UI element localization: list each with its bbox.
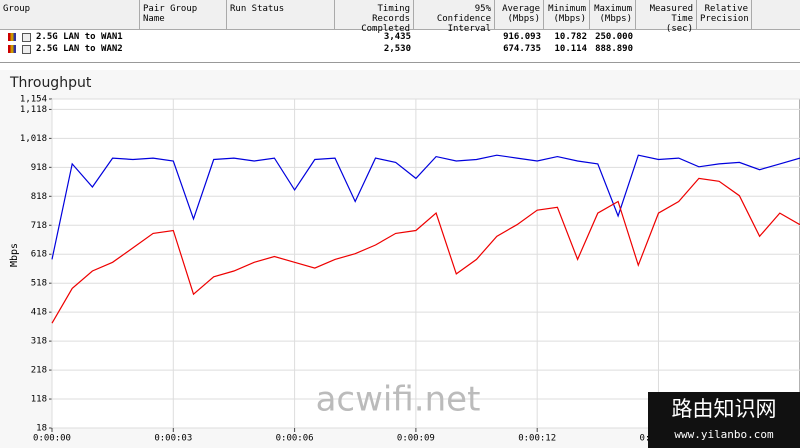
- table-cell: 250.000: [595, 32, 633, 42]
- column-header[interactable]: Group: [0, 0, 140, 30]
- table-cell: 2,530: [383, 44, 411, 54]
- results-table: Group Pair Group Name Run Status Timing Reco…: [0, 0, 800, 63]
- column-header[interactable]: Measured Time (sec): [636, 0, 697, 34]
- y-axis-label: Mbps: [9, 243, 20, 267]
- y-tick-label: 618: [31, 250, 47, 260]
- series-line: [51, 154, 800, 260]
- header-text: 95% Confidence: [436, 4, 491, 24]
- header-text: Relative: [704, 4, 748, 14]
- y-tick-label: 818: [31, 192, 47, 202]
- pair-icon: [8, 45, 16, 53]
- expand-box[interactable]: [22, 45, 31, 54]
- y-tick-label: 718: [31, 221, 47, 231]
- y-tick-label: 1,118: [20, 105, 47, 115]
- table-cell: 3,435: [383, 32, 411, 42]
- header-text: Name: [143, 14, 165, 24]
- column-header[interactable]: Minimum (Mbps): [544, 0, 590, 30]
- watermark: www.yilanbo.com: [674, 428, 774, 441]
- header-text: (Mbps): [599, 14, 632, 24]
- table-cell: 10.782: [554, 32, 587, 42]
- header-text: Minimum: [548, 4, 586, 14]
- plot-area: [51, 98, 800, 429]
- x-tick-label: 0:00:06: [276, 434, 314, 444]
- y-tick-label: 918: [31, 163, 47, 173]
- header-text: Completed: [361, 24, 410, 34]
- x-tick-label: 0:00:12: [518, 434, 556, 444]
- pair-icon: [8, 33, 16, 41]
- column-header[interactable]: 95% Confidence Interval: [414, 0, 495, 34]
- y-tick-label: 1,154: [20, 95, 47, 105]
- column-header[interactable]: Relative Precision: [697, 0, 752, 30]
- header-text: (Mbps): [553, 14, 586, 24]
- header-text: Average: [502, 4, 540, 14]
- y-tick-label: 118: [31, 395, 47, 405]
- watermark: 路由知识网: [672, 397, 777, 421]
- y-tick-label: 1,018: [20, 134, 47, 144]
- header-text: Measured: [649, 4, 693, 14]
- y-tick-label: 18: [36, 424, 47, 434]
- x-tick-label: 0:00:03: [154, 434, 192, 444]
- header-text: (Mbps): [507, 14, 540, 24]
- y-tick-label: 418: [31, 308, 47, 318]
- y-tick-label: 318: [31, 337, 47, 347]
- table-cell: 2.5G LAN to WAN2: [36, 44, 123, 54]
- y-tick-label: 518: [31, 279, 47, 289]
- column-header[interactable]: Timing Records Completed: [335, 0, 414, 34]
- header-text: Time (sec): [665, 14, 693, 34]
- header-text: Run Status: [230, 4, 285, 14]
- table-cell: 916.093: [503, 32, 541, 42]
- y-tick-label: 218: [31, 366, 47, 376]
- chart-title: Throughput: [9, 75, 92, 91]
- header-text: Maximum: [594, 4, 632, 14]
- header-text: Interval: [447, 24, 491, 34]
- x-tick-label: 0:00:09: [397, 434, 435, 444]
- table-cell: 674.735: [503, 44, 541, 54]
- watermark-box: [648, 392, 800, 448]
- table-cell: 2.5G LAN to WAN1: [36, 32, 123, 42]
- expand-box[interactable]: [22, 33, 31, 42]
- table-cell: 888.890: [595, 44, 633, 54]
- column-header[interactable]: Run Status: [227, 0, 335, 30]
- header-text: Pair Group: [143, 4, 198, 14]
- column-header[interactable]: Average (Mbps): [495, 0, 544, 30]
- column-header[interactable]: Maximum (Mbps): [590, 0, 636, 30]
- x-tick-label: 0:00:00: [33, 434, 71, 444]
- header-text: Group: [3, 4, 31, 14]
- header-text: Timing Records: [372, 4, 410, 24]
- column-header[interactable]: Pair Group Name: [140, 0, 227, 30]
- watermark: acwifi.net: [316, 380, 481, 420]
- series-line: [51, 177, 800, 324]
- header-filler: [752, 0, 800, 30]
- table-cell: 10.114: [554, 44, 587, 54]
- header-text: Precision: [700, 14, 749, 24]
